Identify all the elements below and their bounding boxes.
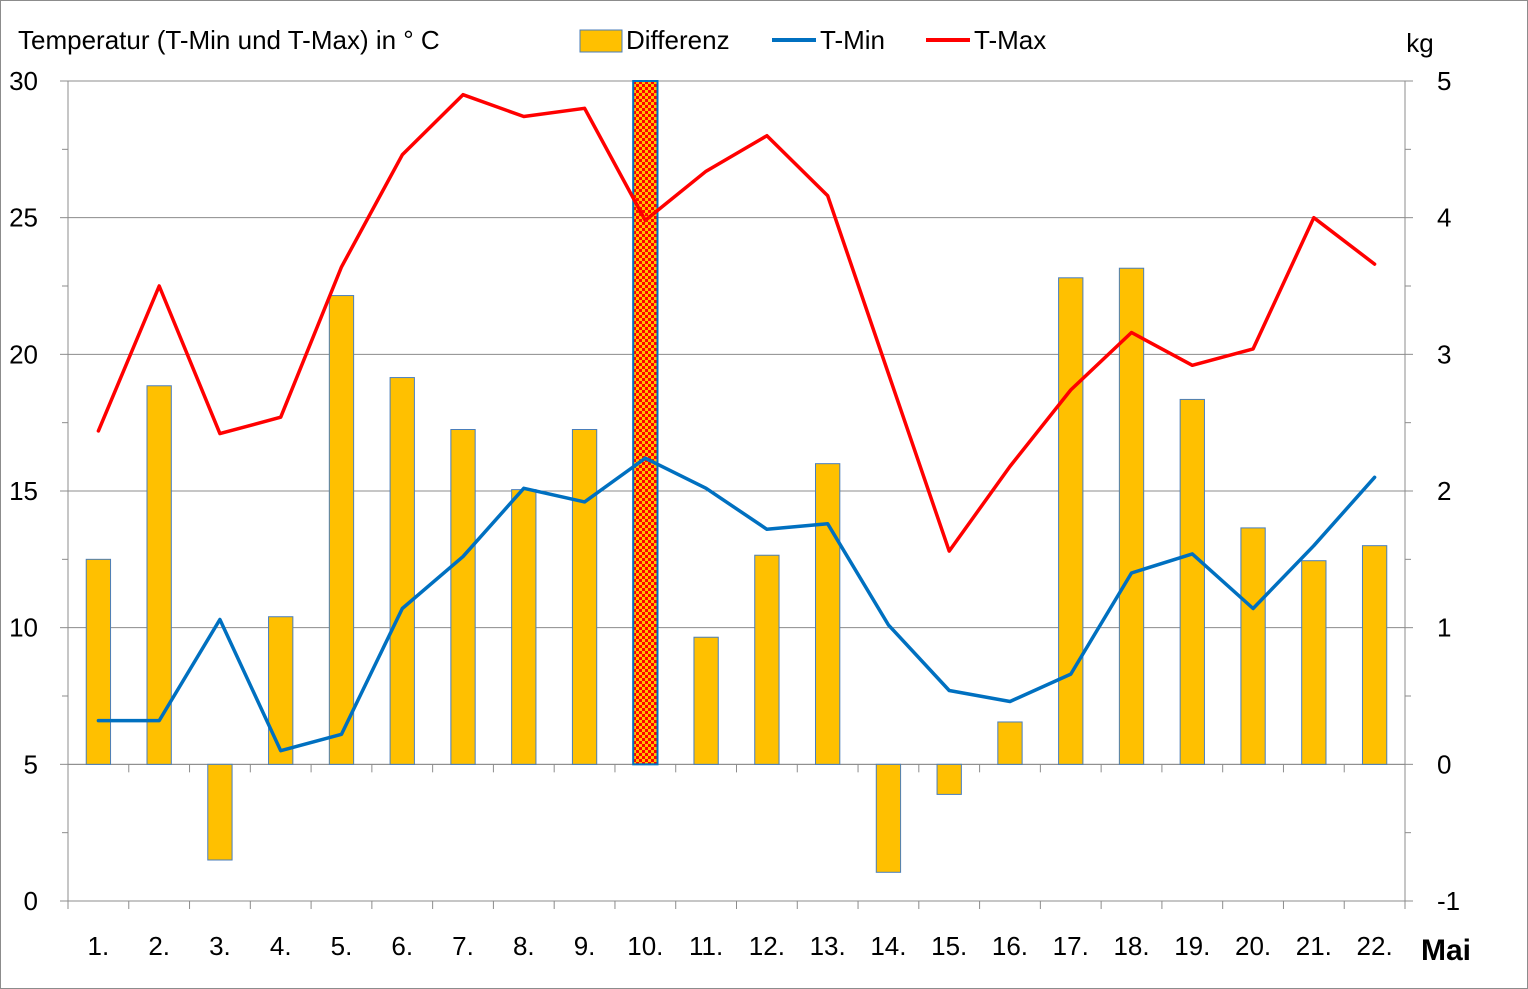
category-label: 9. [574,931,596,961]
x-axis-label: Mai [1421,934,1471,967]
bar [997,721,1023,765]
legend-label-tmax: T-Max [974,25,1046,55]
bar [450,429,476,765]
bar [754,554,780,765]
right-axis-label: kg [1406,28,1433,58]
category-label: 21. [1296,931,1332,961]
bar [875,763,902,873]
bar [85,558,112,765]
category-label: 19. [1174,931,1210,961]
line-series [96,92,1377,753]
left-tick-label: 5 [24,749,38,779]
left-tick-label: 25 [9,203,38,233]
bar [1058,277,1084,765]
left-tick-label: 10 [9,613,38,643]
line-tmin [96,456,1377,753]
right-tick-label: 1 [1437,613,1451,643]
category-label: 1. [88,931,110,961]
line-tmax [96,92,1377,553]
legend-label-tmin: T-Min [820,25,885,55]
bar [389,377,415,765]
bar [1179,398,1205,765]
category-label: 8. [513,931,535,961]
bar [328,295,355,765]
bar [1240,527,1266,765]
left-tick-label: 30 [9,66,38,96]
legend-swatch-differenz [579,29,623,53]
right-tick-label: -1 [1437,886,1460,916]
category-label: 11. [689,931,723,961]
category-label: 14. [870,931,906,961]
axes [60,80,1413,909]
bar [1301,560,1327,765]
category-label: 10. [627,931,663,961]
left-tick-label: 15 [9,476,38,506]
category-label: 13. [810,931,846,961]
category-label: 16. [992,931,1028,961]
chart-title: Temperatur (T-Min und T-Max) in ° C [18,25,440,55]
category-label: 4. [270,931,292,961]
category-label: 17. [1053,931,1089,961]
category-label: 3. [209,931,231,961]
right-tick-label: 4 [1437,203,1451,233]
right-tick-label: 2 [1437,476,1451,506]
bar [207,763,233,861]
legend-label-differenz: Differenz [626,25,730,55]
left-tick-label: 20 [9,339,38,369]
category-label: 18. [1113,931,1149,961]
bar [815,463,841,765]
tick-labels: 0 5 10 15 20 25 30 -1 0 1 2 3 4 5 1. 2. 3. 4. 5. 6. 7. 8. 9. 10… [9,66,1460,961]
category-label: 6. [391,931,413,961]
bar [511,489,537,765]
bar-highlighted [632,80,659,766]
bar [936,763,962,795]
category-label: 22. [1357,931,1393,961]
bar [1361,545,1388,765]
category-label: 20. [1235,931,1271,961]
category-label: 5. [331,931,353,961]
legend: Differenz T-Min T-Max [579,25,1046,55]
left-tick-label: 0 [24,886,38,916]
category-label: 12. [749,931,785,961]
category-label: 2. [148,931,170,961]
right-tick-label: 0 [1437,749,1451,779]
category-label: 15. [931,931,967,961]
category-label: 7. [452,931,474,961]
right-tick-label: 3 [1437,339,1451,369]
bar [693,636,719,765]
bar [1118,267,1145,765]
bar [268,616,294,765]
bar [571,429,598,765]
bar [146,385,172,765]
bar-series-differenz [85,80,1388,873]
right-tick-label: 5 [1437,66,1451,96]
